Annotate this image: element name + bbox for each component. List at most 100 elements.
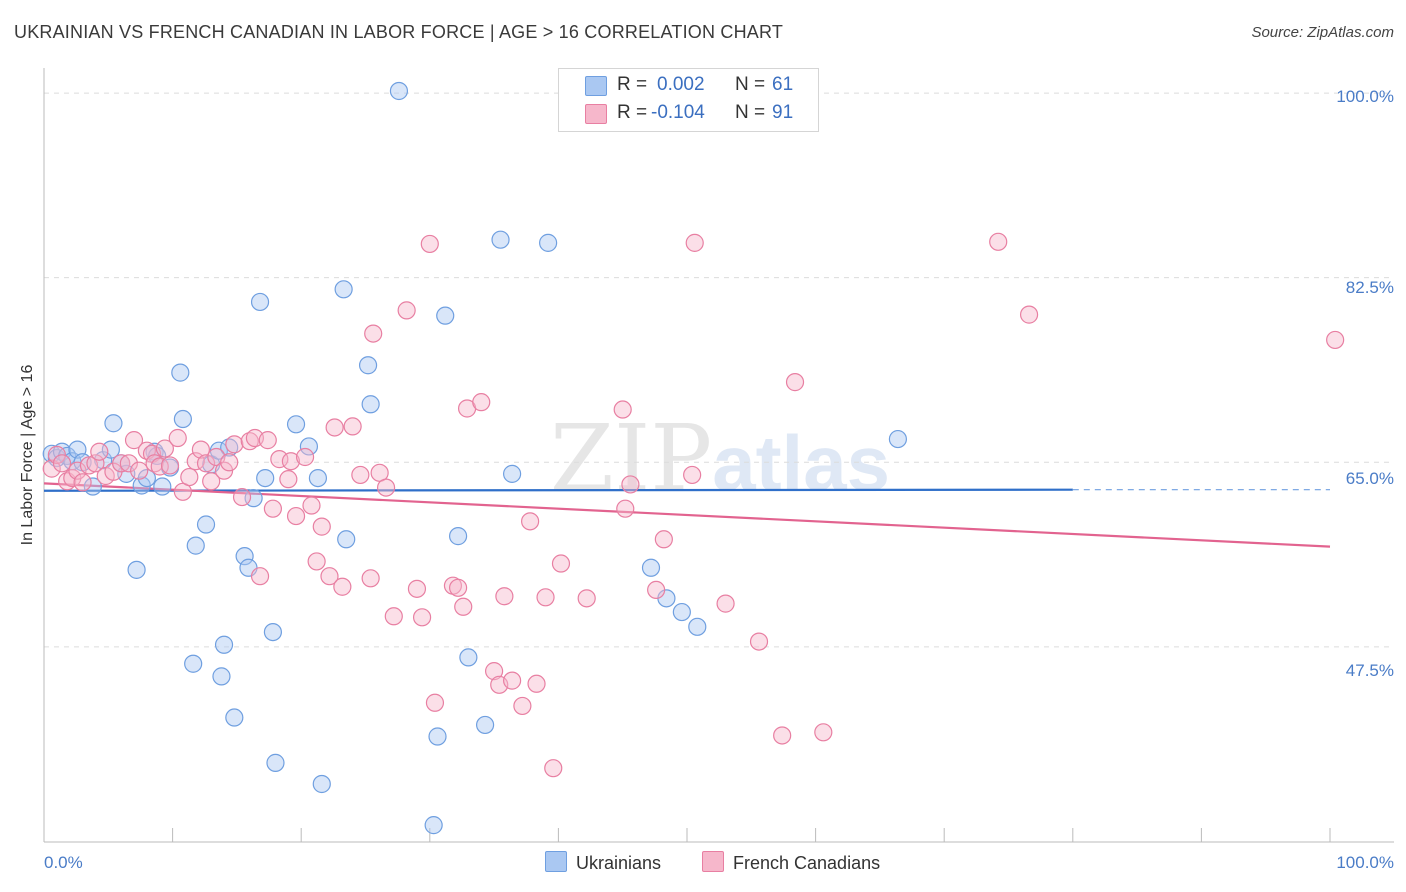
french-canadians-point [52,454,72,473]
x-tick-label-0: 0.0% [44,853,83,872]
french-canadians-point [302,496,321,515]
french-canadians-point [785,373,805,392]
ukrainians-point [127,560,146,579]
french-canadians-point [544,759,563,778]
x-tick-label-100: 100.0% [1336,853,1394,872]
french-canadians-point [613,400,632,419]
french-canadians-point [536,588,555,607]
french-canadians-point [145,454,164,473]
french-canadians-point [654,530,673,549]
french-canadians-point [168,428,187,448]
ukrainians-point [491,230,510,249]
french-canadians-point [270,450,289,469]
ukrainians-point [436,306,455,325]
french-canadians-point [42,459,61,478]
french-canadians-trend-line [43,482,1331,548]
ukrainians-legend-swatch [545,851,567,872]
french-canadians-point [472,393,491,412]
french-canadians-point [683,465,702,485]
french-canadians-point [112,454,131,473]
legend-r-value-french-canadians: -0.104 [651,102,705,123]
ukrainians-point [888,429,908,449]
chart-source: Source: ZipAtlas.com [1251,24,1394,41]
legend-r-value-ukrainians: 0.002 [657,74,705,95]
french-canadians-point [295,447,315,467]
ukrainians-point [688,617,707,636]
y-tick-label-100: 100.0% [1336,87,1394,106]
y-tick-label-65: 65.0% [1345,469,1394,488]
french-canadians-point [73,473,92,492]
ukrainians-point [235,547,254,566]
correlation-legend: R = 0.002 N = 61 R = -0.104 N = 91 [558,68,819,132]
y-tick-label-82-5: 82.5% [1345,278,1394,297]
french-canadians-point [513,696,532,716]
french-canadians-point [225,435,244,454]
ukrainians-point [196,515,216,534]
french-canadians-point [155,439,174,458]
french-canadians-point [202,472,221,491]
legend-n-value-french-canadians: 91 [772,102,794,123]
french-canadians-point [124,431,144,450]
french-canadians-legend-label: French Canadians [733,853,881,873]
ukrainians-point [101,440,120,459]
ukrainians-point [153,477,172,496]
ukrainians-point [337,530,356,549]
ukrainians-point [173,409,192,429]
french-canadians-point [773,726,792,745]
ukrainians-point [184,654,203,673]
french-canadians-point [1019,305,1039,324]
french-canadians-point [240,432,259,451]
ukrainians-point [104,414,123,433]
french-canadians-point [258,431,277,450]
legend-n-label: N = [735,102,766,123]
ukrainians-point [256,468,275,488]
french-canadians-point [647,580,666,600]
french-canadians-point [384,607,403,626]
french-canadians-point [577,589,596,608]
ukrainians-point [672,602,691,622]
ukrainians-point [428,727,447,746]
french-canadians-point [527,674,546,693]
french-canadians-point [180,467,199,487]
french-canadians-point [68,461,87,480]
french-canadians-point [281,452,301,471]
french-canadians-point [196,454,216,473]
french-canadians-point [86,454,105,473]
ukrainians-point [539,233,558,252]
legend-n-label: N = [735,74,766,95]
french-canadians-point [343,417,362,436]
french-canadians-point [621,475,640,494]
ukrainians-point [475,715,495,735]
french-canadians-point [279,470,298,489]
ukrainians-point [225,708,244,727]
french-canadians-point [376,478,396,497]
ukrainians-point [358,356,378,375]
french-canadians-point [232,487,252,507]
french-canadians-point [325,418,344,437]
ukrainians-point [286,415,306,434]
ukrainians-point [212,667,231,686]
french-canadians-point [1326,330,1345,350]
french-canadians-point [333,577,352,596]
french-canadians-point [448,578,468,597]
legend-r-label: R = [617,102,648,123]
french-canadians-point [412,608,432,627]
french-canadians-point [454,597,473,616]
ukrainians-point [448,527,468,546]
bottom-legend-ukrainians: Ukrainians [545,851,661,874]
french-canadians-point [425,693,445,712]
french-canadians-point [220,453,239,472]
french-canadians-point [685,233,704,252]
french-canadians-point [250,567,270,586]
ukrainians-point [312,774,331,794]
y-tick-label-47-5: 47.5% [1345,661,1394,680]
french-canadians-point [286,506,306,526]
french-canadians-legend-swatch [702,851,724,872]
ukrainians-point [250,292,270,312]
legend-r-label: R = [617,74,648,95]
ukrainians-point [83,477,102,496]
french-canadians-point [814,723,833,742]
ukrainians-point [308,468,328,488]
ukrainians-point [424,816,443,835]
french-canadians-point [495,587,514,606]
